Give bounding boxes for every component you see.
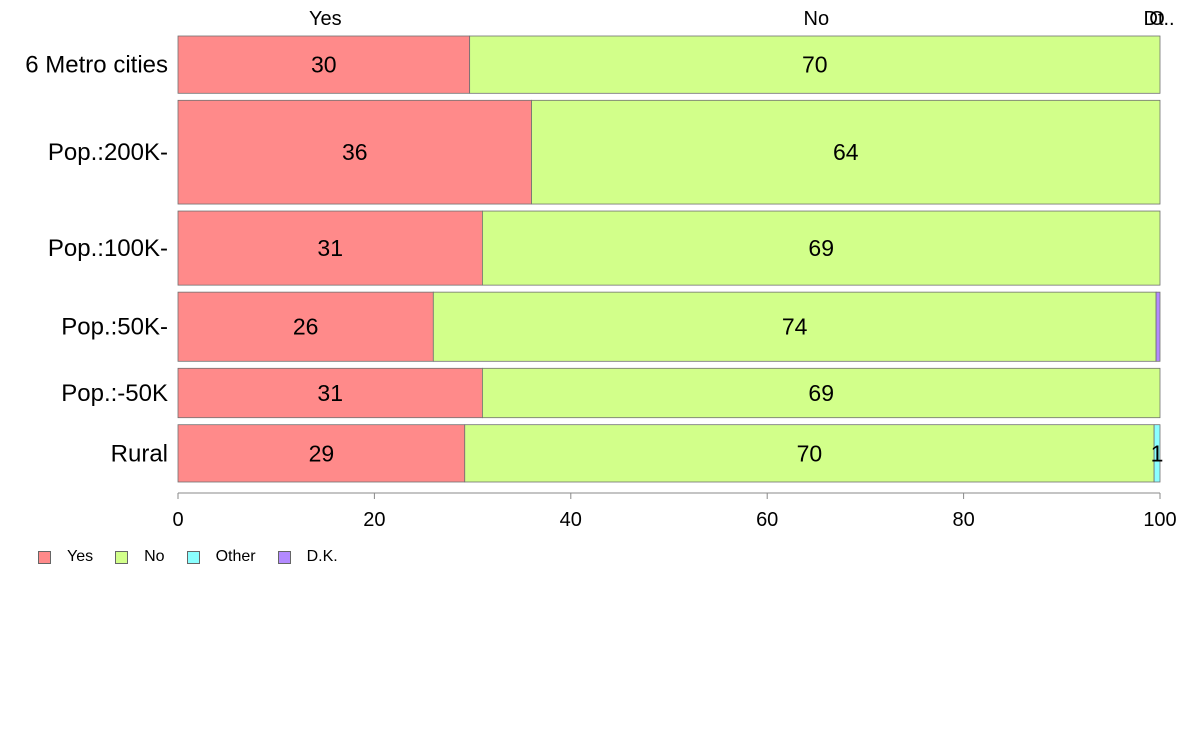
category-label-pop-50k: Pop.:50K- — [61, 314, 168, 341]
legend-swatch-other — [186, 550, 200, 564]
legend-item-yes: Yes — [38, 548, 93, 566]
category-label-pop-200k: Pop.:200K- — [48, 139, 168, 166]
bar-segment-pop-50k-no — [432, 291, 1157, 362]
bar-segment-pop-50k-d-k — [1155, 291, 1161, 362]
bar-segment-pop-100k-no — [482, 210, 1161, 286]
legend-item-no: No — [115, 548, 165, 566]
legend-label-no: No — [144, 548, 165, 565]
data-label-pop-200k-yes: 36 — [342, 139, 368, 165]
legend-item-other: Other — [186, 548, 256, 566]
data-label-rural-yes: 29 — [309, 440, 335, 466]
top-label-no: No — [804, 8, 830, 30]
category-label-pop-100k: Pop.:100K- — [48, 235, 168, 262]
legend-swatch-dk — [277, 550, 291, 564]
legend-swatch-no — [115, 550, 129, 564]
bar-segment-6-metro-cities-yes — [177, 35, 471, 94]
data-label-pop-50k-yes: 26 — [293, 314, 319, 340]
top-label-yes: Yes — [309, 8, 342, 30]
bar-segment-pop-200k-no — [531, 99, 1161, 205]
data-label-pop-50k-yes: 31 — [317, 380, 343, 406]
data-label-pop-200k-no: 64 — [833, 139, 859, 165]
data-label-pop-100k-yes: 31 — [317, 235, 343, 261]
x-tick-label-100: 100 — [1143, 509, 1176, 531]
x-tick-label-0: 0 — [172, 509, 183, 531]
legend-item-dk: D.K. — [277, 548, 338, 566]
top-label-dt: Dt.. — [1143, 8, 1174, 30]
data-label-pop-50k-no: 74 — [782, 314, 808, 340]
legend-swatch-yes — [38, 550, 51, 564]
bar-segment-pop-50k-yes — [177, 367, 483, 419]
data-label-pop-100k-no: 69 — [808, 235, 834, 261]
x-tick-label-20: 20 — [363, 509, 385, 531]
bar-segment-rural-other — [1153, 424, 1161, 483]
legend-label-yes: Yes — [67, 548, 94, 565]
data-label-pop-50k-no: 69 — [808, 380, 834, 406]
category-label-rural: Rural — [111, 440, 168, 467]
x-tick-label-80: 80 — [952, 509, 974, 531]
legend-label-dk: D.K. — [306, 548, 338, 565]
bar-segment-rural-no — [464, 424, 1155, 483]
category-label-pop-50k: Pop.:-50K — [61, 380, 168, 407]
x-tick-label-40: 40 — [560, 509, 582, 531]
bar-segment-6-metro-cities-no — [469, 35, 1161, 94]
data-label-6-metro-cities-yes: 30 — [311, 52, 337, 78]
bar-segment-pop-200k-yes — [177, 99, 532, 205]
bar-segment-pop-100k-yes — [177, 210, 483, 286]
bar-segment-pop-50k-no — [482, 367, 1161, 419]
data-label-6-metro-cities-no: 70 — [802, 52, 828, 78]
category-label-6-metro-cities: 6 Metro cities — [25, 52, 168, 79]
legend-label-other: Other — [215, 548, 256, 565]
x-tick-label-60: 60 — [756, 509, 778, 531]
data-label-rural-other: 1 — [1151, 440, 1164, 466]
top-label-o: O — [1149, 8, 1165, 30]
legend: Yes No Other D.K. — [38, 548, 360, 566]
data-label-rural-no: 70 — [797, 440, 823, 466]
bar-segment-pop-50k-yes — [177, 291, 434, 362]
